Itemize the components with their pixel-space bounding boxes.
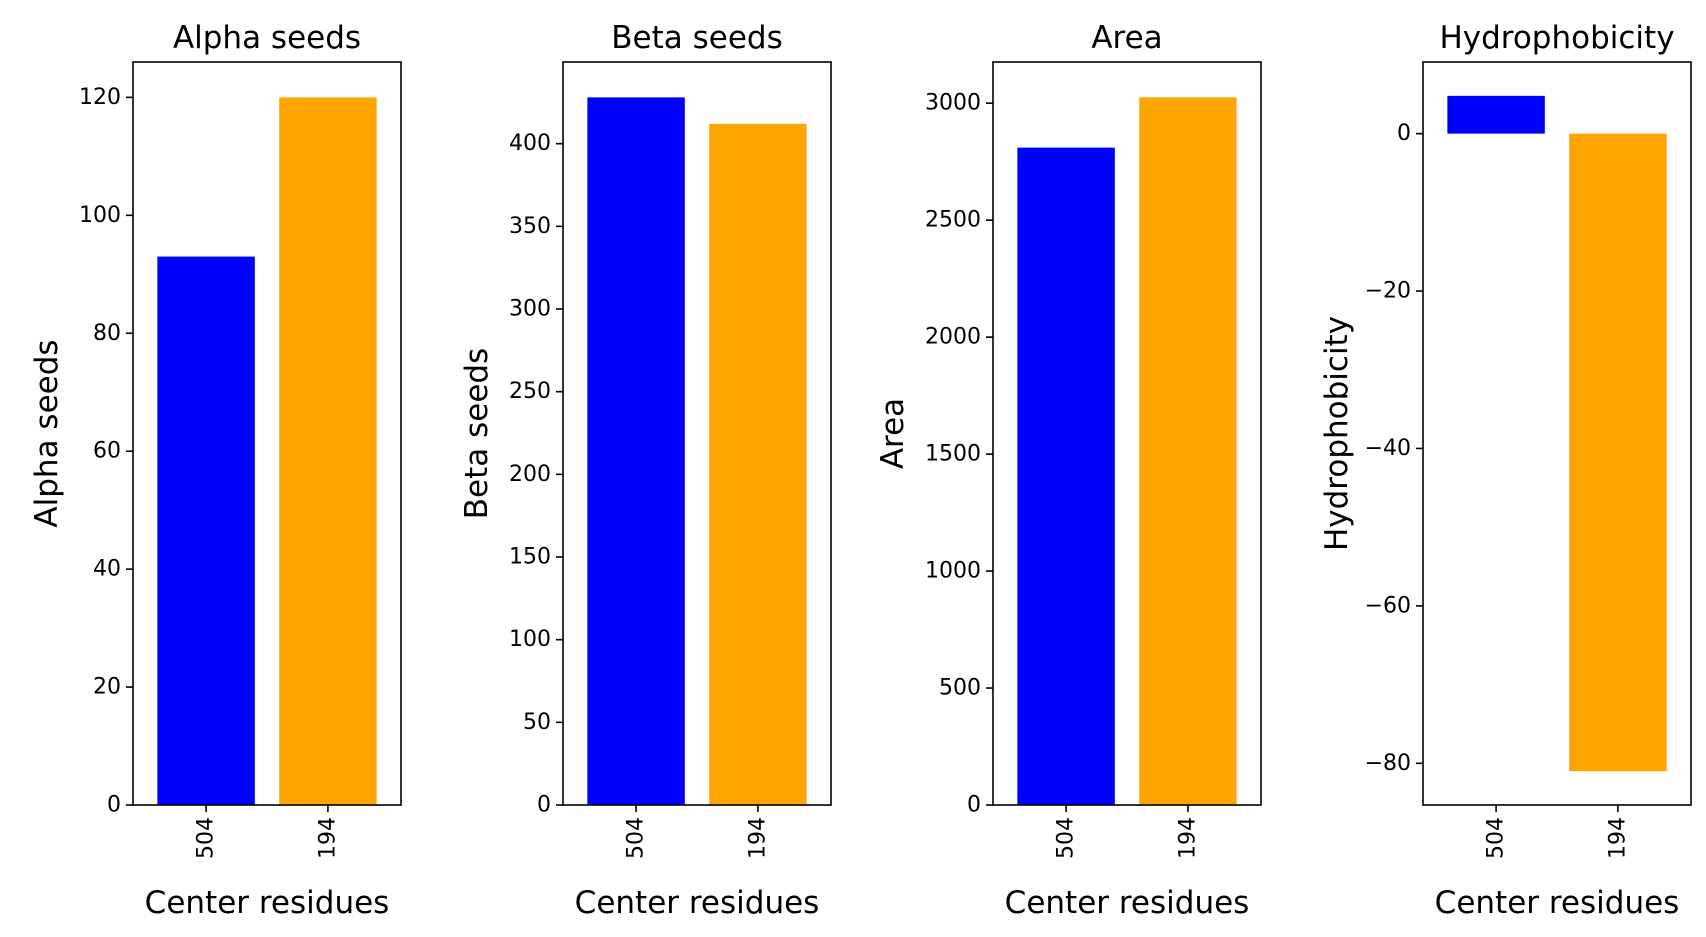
chart-title: Hydrophobicity bbox=[1439, 20, 1674, 56]
chart-title: Beta seeds bbox=[611, 20, 782, 56]
bar-194 bbox=[1139, 97, 1237, 805]
bar-504 bbox=[1447, 95, 1545, 134]
y-axis-label: Area bbox=[875, 398, 911, 469]
x-tick-label: 194 bbox=[315, 817, 340, 859]
y-tick-label: −40 bbox=[1365, 436, 1411, 461]
bar-194 bbox=[279, 97, 377, 805]
y-tick-label: 1500 bbox=[925, 442, 981, 467]
bar-504 bbox=[1017, 147, 1115, 805]
x-axis-label: Center residues bbox=[575, 885, 820, 921]
axes-frame bbox=[1422, 61, 1692, 806]
chart-title: Area bbox=[1091, 20, 1162, 56]
y-tick-label: 150 bbox=[509, 545, 551, 570]
y-tick-label: 0 bbox=[1397, 121, 1411, 146]
y-tick-label: 350 bbox=[509, 214, 551, 239]
x-tick-label: 504 bbox=[624, 817, 649, 859]
x-tick-label: 504 bbox=[1054, 817, 1079, 859]
subplot-3: −80 −60 −40 −20 0 504 194 Hydrophobicity Center … bbox=[1319, 20, 1692, 921]
bar-194 bbox=[709, 123, 807, 806]
y-tick-label: −80 bbox=[1365, 751, 1411, 776]
y-tick-label: 100 bbox=[79, 203, 121, 228]
y-tick-label: 60 bbox=[93, 439, 121, 464]
chart-title: Alpha seeds bbox=[173, 20, 361, 56]
axes-frame bbox=[992, 61, 1262, 806]
y-tick-label: 100 bbox=[509, 627, 551, 652]
y-tick-label: −60 bbox=[1365, 593, 1411, 618]
x-axis-label: Center residues bbox=[145, 885, 390, 921]
y-tick-label: 400 bbox=[509, 131, 551, 156]
y-tick-label: 3000 bbox=[925, 91, 981, 116]
y-tick-label: 120 bbox=[79, 85, 121, 110]
x-tick-label: 194 bbox=[745, 817, 770, 859]
bar-504 bbox=[587, 97, 685, 805]
bar-504 bbox=[157, 256, 255, 806]
y-tick-label: −20 bbox=[1365, 279, 1411, 304]
y-tick-label: 2500 bbox=[925, 208, 981, 233]
y-tick-label: 80 bbox=[93, 321, 121, 346]
y-tick-label: 300 bbox=[509, 297, 551, 322]
y-tick-label: 50 bbox=[523, 710, 551, 735]
subplot-0: 0 20 40 60 80 100 120 504 194 Alpha seeds Center r… bbox=[29, 20, 402, 921]
subplot-2: 0 500 1000 1500 2000 2500 3000 504 194 Area Center… bbox=[875, 20, 1262, 921]
y-tick-label: 200 bbox=[509, 462, 551, 487]
y-tick-label: 40 bbox=[93, 557, 121, 582]
axes-frame bbox=[132, 61, 402, 806]
axes-frame bbox=[562, 61, 832, 806]
y-tick-label: 1000 bbox=[925, 559, 981, 584]
x-tick-label: 504 bbox=[194, 817, 219, 859]
y-axis-label: Alpha seeds bbox=[29, 339, 65, 527]
y-tick-label: 20 bbox=[93, 675, 121, 700]
x-tick-label: 504 bbox=[1484, 817, 1509, 859]
y-tick-label: 0 bbox=[537, 793, 551, 818]
x-tick-label: 194 bbox=[1605, 817, 1630, 859]
x-tick-label: 194 bbox=[1175, 817, 1200, 859]
x-axis-label: Center residues bbox=[1005, 885, 1250, 921]
y-tick-label: 500 bbox=[939, 676, 981, 701]
bar-194 bbox=[1569, 133, 1667, 772]
y-tick-label: 250 bbox=[509, 379, 551, 404]
y-tick-label: 0 bbox=[967, 793, 981, 818]
y-axis-label: Hydrophobicity bbox=[1319, 316, 1355, 551]
subplot-1: 0 50 100 150 200 250 300 350 400 504 194 Beta seeds… bbox=[459, 20, 832, 921]
x-axis-label: Center residues bbox=[1435, 885, 1680, 921]
y-tick-label: 2000 bbox=[925, 325, 981, 350]
y-axis-label: Beta seeds bbox=[459, 348, 495, 519]
y-tick-label: 0 bbox=[107, 793, 121, 818]
